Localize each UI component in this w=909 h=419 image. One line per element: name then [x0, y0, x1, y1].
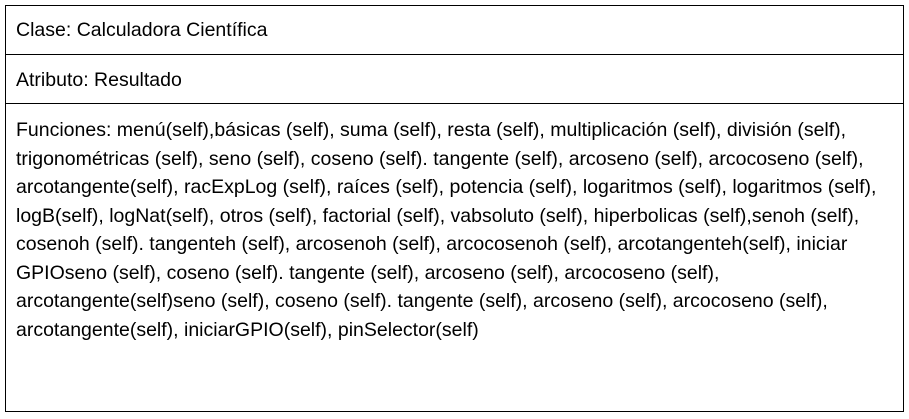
attribute-label: Atributo: Resultado [16, 69, 182, 91]
attribute-section: Atributo: Resultado [6, 55, 903, 104]
uml-class-box: Clase: Calculadora Científica Atributo: … [5, 5, 904, 412]
class-name-label: Clase: Calculadora Científica [16, 19, 268, 41]
class-name-section: Clase: Calculadora Científica [6, 6, 903, 55]
functions-section: Funciones: menú(self),básicas (self), su… [6, 104, 903, 344]
functions-label: Funciones: menú(self),básicas (self), su… [16, 119, 877, 341]
